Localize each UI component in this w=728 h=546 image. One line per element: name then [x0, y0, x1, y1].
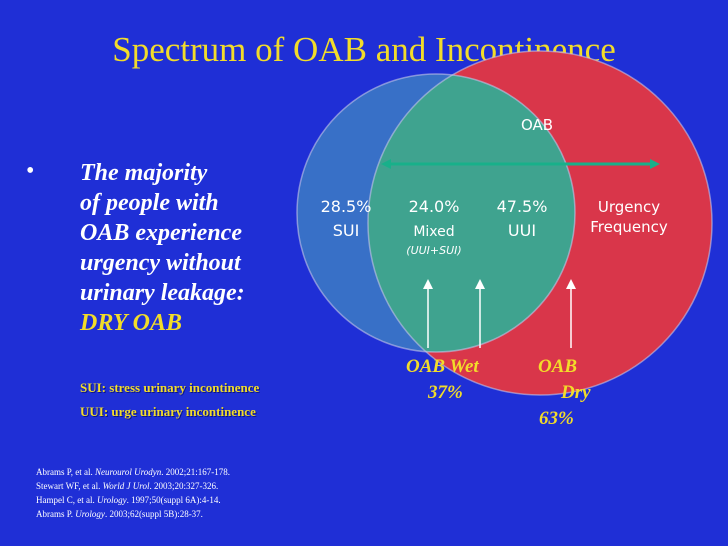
- sui-label: SUI: [333, 221, 360, 240]
- dry-pointer: [566, 279, 576, 348]
- bullet-line: urgency without: [80, 250, 241, 276]
- bullet-line: of people with: [80, 190, 219, 216]
- reference-item: Abrams P, et al. Neurourol Urodyn. 2002;…: [36, 467, 230, 477]
- uui-percent: 47.5%: [497, 197, 548, 216]
- reference-item: Stewart WF, et al. World J Urol. 2003;20…: [36, 481, 219, 491]
- oab-dry-percent: 63%: [539, 408, 574, 429]
- wet-pointer-1: [423, 279, 433, 348]
- mixed-region: [368, 74, 575, 352]
- oab-dry-word: Dry: [561, 382, 591, 403]
- bullet-text: The majority of people with OAB experien…: [80, 158, 306, 338]
- bullet-line: urinary leakage:: [80, 280, 245, 306]
- reference-item: Abrams P. Urology. 2003;62(suppl 5B):28-…: [36, 509, 203, 519]
- oab-wet-percent: 37%: [428, 382, 463, 403]
- bullet-line: OAB experience: [80, 220, 242, 246]
- urgency-label: Urgency: [598, 198, 660, 216]
- reference-item: Hampel C, et al. Urology. 1997;50(suppl …: [36, 495, 221, 505]
- uui-definition: UUI: urge urinary incontinence: [80, 404, 256, 419]
- frequency-label: Frequency: [590, 218, 668, 236]
- mixed-sublabel: (UUI+SUI): [406, 244, 461, 257]
- mixed-label: Mixed: [413, 224, 454, 240]
- sui-percent: 28.5%: [321, 197, 372, 216]
- oab-outline: [367, 50, 713, 396]
- oab-wet-title: OAB Wet: [406, 356, 479, 377]
- dry-oab-highlight: DRY OAB: [80, 310, 183, 336]
- bullet-line: The majority: [80, 160, 208, 186]
- incontinence-outline: [296, 73, 576, 353]
- bullet-point: • The majority of people with OAB experi…: [26, 158, 306, 338]
- oab-label: OAB: [521, 116, 553, 134]
- references: Abrams P, et al. Neurourol Urodyn. 2002;…: [36, 465, 230, 521]
- sui-definition: SUI: stress urinary incontinence: [80, 380, 260, 395]
- wet-pointer-2: [475, 279, 485, 348]
- mixed-percent: 24.0%: [409, 197, 460, 216]
- uui-label: UUI: [508, 221, 536, 240]
- bullet-marker: •: [26, 158, 35, 184]
- oab-dry-title: OAB: [538, 356, 578, 377]
